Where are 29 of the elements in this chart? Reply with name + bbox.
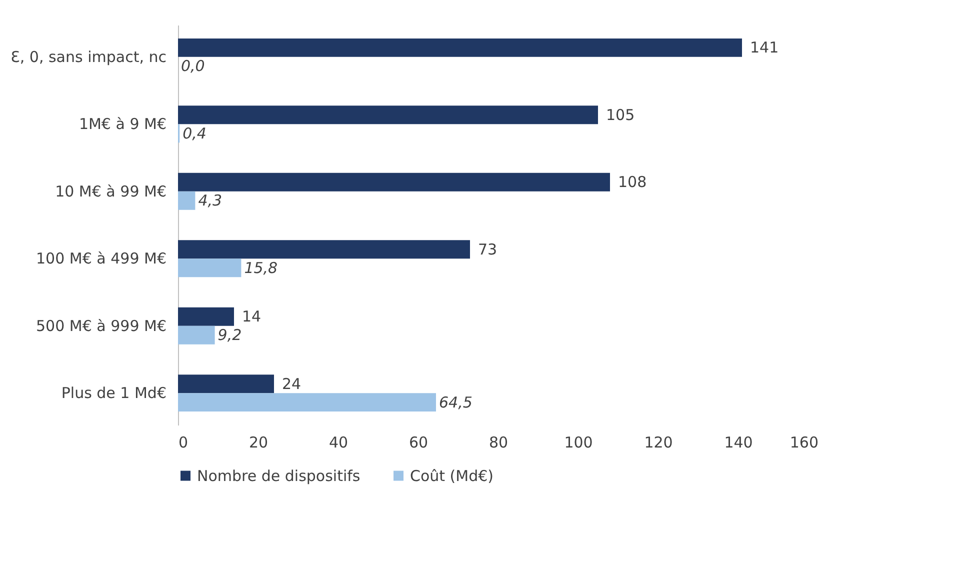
x-tick-label: 20 xyxy=(248,434,268,452)
legend-label: Nombre de dispositifs xyxy=(197,466,360,485)
y-tick-label: 10 M€ à 99 M€ xyxy=(55,182,166,200)
y-tick-label: 500 M€ à 999 M€ xyxy=(36,316,166,335)
data-label: 0,0 xyxy=(181,57,205,76)
data-label: 9,2 xyxy=(218,326,242,344)
data-label: 73 xyxy=(478,240,498,258)
data-label: 105 xyxy=(606,106,635,124)
x-tick-label: 160 xyxy=(790,434,818,452)
x-tick-label: 60 xyxy=(408,434,428,452)
x-tick-label: 100 xyxy=(564,434,593,452)
data-label: 14 xyxy=(242,308,262,326)
y-tick-label: Plus de 1 Md€ xyxy=(61,384,166,402)
x-tick-label: 80 xyxy=(488,434,508,452)
data-label: 24 xyxy=(282,374,302,393)
data-label: 15,8 xyxy=(244,258,278,277)
data-label: 0,4 xyxy=(182,124,206,142)
x-tick-label: 0 xyxy=(178,434,188,452)
x-tick-label: 140 xyxy=(724,434,753,452)
y-tick-label: 1M€ à 9 M€ xyxy=(78,115,166,134)
x-tick-label: 120 xyxy=(644,434,673,452)
legend-label: Coût (Md€) xyxy=(410,466,494,485)
y-tick-label: Ɛ, 0, sans impact, nc xyxy=(10,48,166,66)
data-label: 141 xyxy=(750,38,779,57)
data-label: 64,5 xyxy=(439,393,472,412)
x-tick-label: 40 xyxy=(328,434,348,452)
y-tick-label: 100 M€ à 499 M€ xyxy=(36,250,166,268)
data-label: 4,3 xyxy=(198,192,222,210)
data-label: 108 xyxy=(618,173,647,192)
